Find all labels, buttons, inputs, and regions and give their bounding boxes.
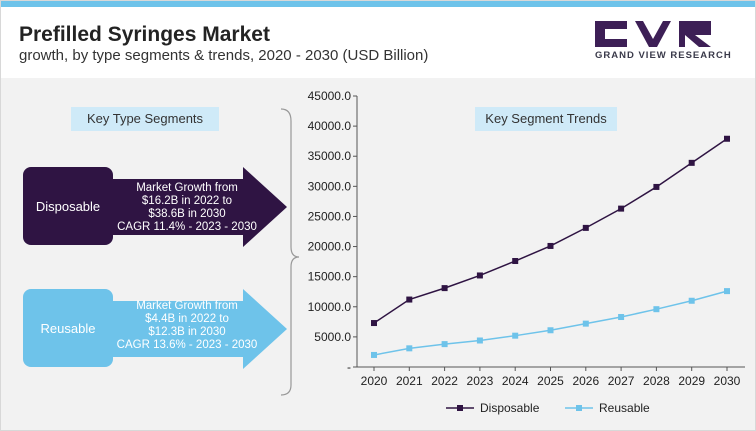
x-tick-label: 2026 — [572, 374, 599, 388]
y-tick-label: 10000.0 — [308, 300, 352, 314]
page-title: Prefilled Syringes Market — [19, 23, 270, 46]
data-point-disposable — [688, 159, 695, 166]
data-point-disposable — [406, 296, 413, 303]
series-line-disposable — [373, 138, 728, 324]
reusable-line-4: CAGR 13.6% - 2023 - 2030 — [116, 339, 258, 351]
logo-text: GRAND VIEW RESEARCH — [595, 50, 732, 61]
y-tick-label: 30000.0 — [308, 179, 352, 193]
y-tick-label: 25000.0 — [308, 209, 352, 223]
page-subtitle: growth, by type segments & trends, 2020 … — [19, 47, 429, 64]
data-point-reusable — [653, 306, 660, 313]
reusable-line-3: $12.3B in 2030 — [148, 326, 226, 338]
legend-label-reusable: Reusable — [599, 401, 650, 415]
data-point-reusable — [476, 337, 483, 344]
reusable-segment-box: Reusable — [23, 289, 113, 367]
legend-label-disposable: Disposable — [480, 401, 540, 415]
y-tick-label: 35000.0 — [308, 149, 352, 163]
y-tick-label: 40000.0 — [308, 119, 352, 133]
x-tick-label: 2021 — [396, 374, 423, 388]
data-point-reusable — [688, 297, 695, 304]
data-point-disposable — [476, 272, 483, 279]
top-accent-bar — [1, 1, 755, 7]
x-tick-label: 2030 — [714, 374, 741, 388]
grand-view-research-logo-icon — [595, 21, 711, 47]
data-point-reusable — [618, 314, 625, 321]
x-tick-label: 2027 — [608, 374, 635, 388]
data-point-reusable — [406, 345, 413, 352]
x-tick-label: 2028 — [643, 374, 670, 388]
content-panel — [1, 78, 755, 430]
data-point-disposable — [582, 224, 589, 231]
disposable-line-2: $16.2B in 2022 to — [141, 195, 233, 207]
y-tick-label: 45000.0 — [308, 89, 352, 103]
y-tick-label: 20000.0 — [308, 240, 352, 254]
data-point-disposable — [653, 183, 660, 190]
reusable-growth-text: Market Growth from $4.4B in 2022 to $12.… — [113, 300, 261, 352]
x-tick-label: 2025 — [537, 374, 564, 388]
data-point-disposable — [618, 205, 625, 212]
data-point-reusable — [371, 351, 377, 358]
reusable-line-1: Market Growth from — [136, 300, 238, 312]
data-point-reusable — [547, 327, 554, 334]
y-tick-label: 15000.0 — [308, 270, 352, 284]
disposable-line-3: $38.6B in 2030 — [148, 208, 226, 220]
legend-swatch-marker — [576, 405, 582, 411]
data-point-disposable — [724, 135, 730, 142]
segment-bracket — [280, 108, 300, 396]
x-tick-label: 2020 — [361, 374, 388, 388]
data-point-reusable — [582, 320, 589, 327]
data-point-reusable — [512, 332, 519, 339]
data-point-disposable — [441, 285, 448, 292]
legend-swatch-marker — [457, 405, 463, 411]
reusable-arrow — [111, 289, 287, 369]
disposable-line-1: Market Growth from — [136, 182, 238, 194]
data-point-reusable — [441, 341, 448, 348]
y-tick-label: 5000.0 — [314, 330, 351, 344]
disposable-arrow — [111, 167, 287, 247]
x-tick-label: 2023 — [467, 374, 494, 388]
disposable-line-4: CAGR 11.4% - 2023 - 2030 — [117, 221, 257, 233]
series-line-reusable — [373, 290, 728, 356]
data-point-disposable — [371, 320, 377, 327]
x-tick-label: 2024 — [502, 374, 529, 388]
data-point-disposable — [512, 258, 519, 265]
data-point-reusable — [724, 288, 730, 295]
y-tick-label: - — [347, 360, 351, 374]
x-tick-label: 2029 — [678, 374, 705, 388]
reusable-line-2: $4.4B in 2022 to — [145, 313, 229, 325]
data-point-disposable — [547, 242, 554, 249]
key-type-segments-label: Key Type Segments — [71, 107, 219, 131]
disposable-segment-box: Disposable — [23, 167, 113, 245]
key-segment-trends-label: Key Segment Trends — [475, 107, 617, 131]
disposable-growth-text: Market Growth from $16.2B in 2022 to $38… — [113, 182, 261, 234]
x-tick-label: 2022 — [431, 374, 458, 388]
